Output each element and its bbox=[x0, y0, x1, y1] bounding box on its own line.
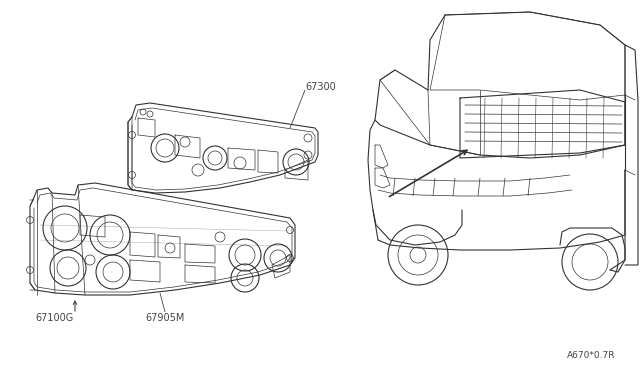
Text: A670*0.7R: A670*0.7R bbox=[566, 351, 615, 360]
Text: 67100G: 67100G bbox=[36, 313, 74, 323]
Text: 67905M: 67905M bbox=[145, 313, 185, 323]
Text: 67300: 67300 bbox=[305, 82, 336, 92]
